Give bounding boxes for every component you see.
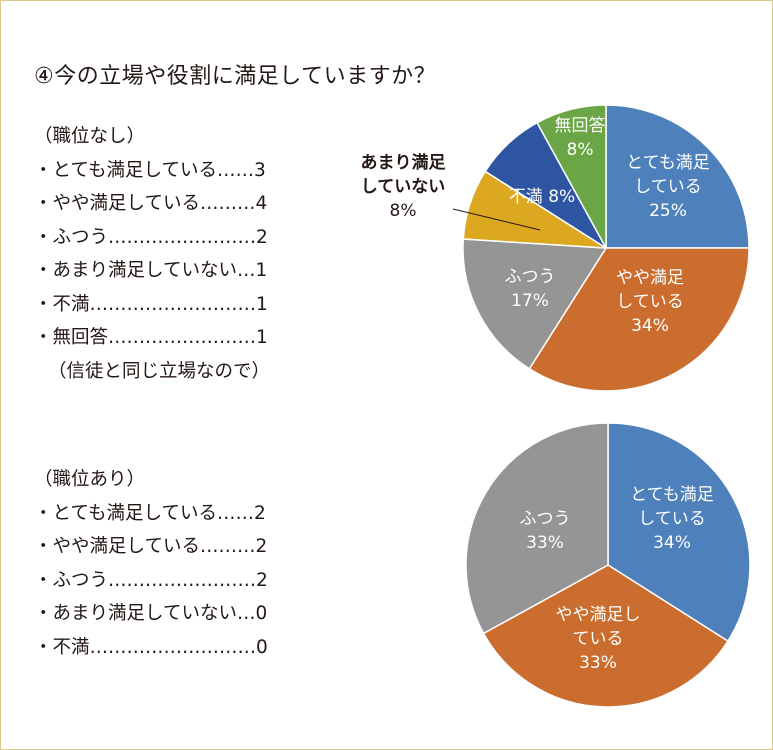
list-item: ・不満………………………1: [34, 293, 268, 315]
data-label: 無回答 8%: [555, 116, 606, 160]
group-no-position: （職位なし） ・とても満足している……3 ・やや満足している………4 ・ふつう……: [34, 120, 270, 388]
data-label: 不満 8%: [509, 187, 575, 207]
list-item: ・やや満足している………4: [34, 193, 268, 214]
list-item: ・ふつう……………………2: [34, 569, 268, 591]
data-label: ふつう 33%: [520, 509, 571, 553]
list-item: ・無回答……………………1: [34, 327, 268, 348]
list-item: ・とても満足している……2: [34, 502, 266, 524]
list-item: ・あまり満足していない…0: [34, 603, 268, 624]
data-label: あまり満足していない 8%: [361, 152, 446, 221]
data-label: とても満足している 34%: [630, 485, 714, 553]
data-label: やや満足している 33%: [556, 605, 641, 673]
data-label: ふつう 17%: [505, 267, 556, 311]
list-item: ・不満………………………0: [34, 636, 268, 658]
data-label: とても満足している 25%: [626, 153, 710, 221]
pie-slice-2-3: [465, 422, 609, 635]
pie-slice-1-2: [528, 247, 750, 392]
group-heading: （職位なし）: [34, 126, 146, 147]
list-note: （信徒と同じ立場なので）: [48, 360, 271, 382]
pie-slice-1-1: [605, 104, 750, 249]
list-item: ・とても満足している……3: [34, 159, 266, 181]
pie-slice-1-3: [462, 238, 608, 370]
data-label: やや満足している 34%: [616, 268, 684, 336]
page-title: ④今の立場や役割に満足していますか？: [34, 64, 437, 89]
group-heading: （職位あり）: [34, 469, 146, 490]
list-item: ・あまり満足していない…1: [34, 260, 268, 281]
list-item: ・やや満足している………2: [34, 536, 268, 557]
group-with-position: （職位あり） ・とても満足している……2 ・やや満足している………2 ・ふつう……: [34, 463, 268, 664]
pie-slice-1-6: [536, 104, 607, 249]
callout-line: [452, 208, 541, 231]
list-item: ・ふつう……………………2: [34, 226, 268, 248]
pie-slice-2-1: [607, 422, 751, 643]
